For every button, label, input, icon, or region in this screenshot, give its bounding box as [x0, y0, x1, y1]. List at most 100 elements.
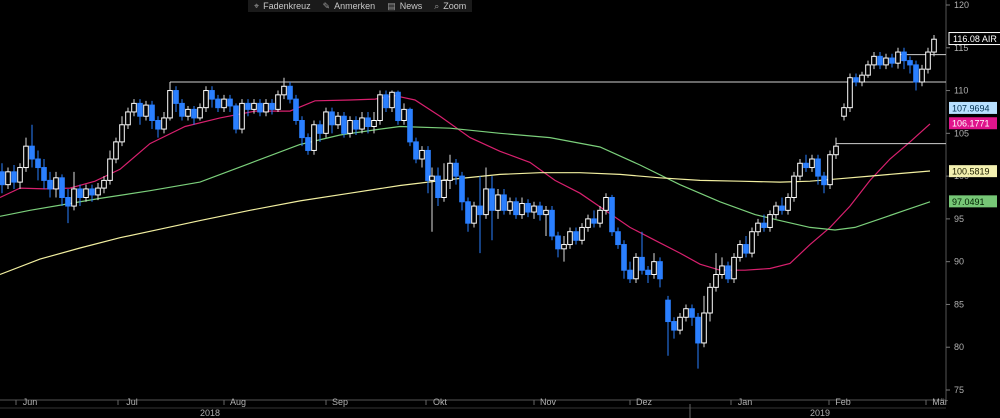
candle-body [489, 188, 495, 211]
candle-body [859, 74, 865, 83]
last-price-label-box [948, 32, 1000, 46]
candle-body [459, 175, 465, 203]
axes-layer: 7580859095100105110115120JunJulAugSepOkt… [0, 0, 969, 418]
candle-body [707, 286, 713, 314]
candle-body [429, 175, 435, 181]
candle-body [525, 202, 531, 213]
candle-body [853, 77, 859, 83]
candle-body [311, 124, 317, 151]
candle-body [471, 205, 477, 224]
candle-body [713, 274, 719, 288]
candle-body [531, 205, 537, 213]
resistance-lines-layer [169, 54, 946, 158]
candle-body [35, 158, 41, 169]
candle-body [543, 209, 549, 216]
candle-body [847, 77, 853, 109]
price-label-box [949, 165, 997, 178]
toolbar-zoom-label: Zoom [443, 1, 467, 11]
candle-body [113, 141, 119, 160]
price-labels-layer: 116.08 AIR 107.9694 106.1771 100.5819 97.049… [948, 32, 1000, 208]
candle-body [803, 162, 809, 169]
toolbar-crosshair[interactable]: ⌖ Fadenkreuz [248, 0, 317, 12]
candle-body [561, 244, 567, 250]
candle-body [353, 120, 359, 130]
moving-average-line [0, 170, 931, 276]
candle-body [5, 171, 11, 186]
candle-body [621, 244, 627, 271]
candle-body [815, 158, 821, 177]
candle-body [131, 102, 137, 113]
candle-body [17, 167, 23, 183]
candle-body [719, 265, 725, 276]
last-price-label: 116.08 AIR [953, 34, 997, 44]
x-year-label: 2018 [200, 408, 220, 418]
candle-body [477, 205, 483, 216]
candle-body [579, 226, 585, 241]
candle-body [585, 218, 591, 228]
candle-body [203, 90, 209, 109]
candle-body [179, 102, 185, 117]
moving-average-line [0, 125, 931, 231]
candle-body [883, 57, 889, 66]
candle-body [155, 120, 161, 130]
candle-body [591, 218, 597, 224]
candle-body [215, 98, 221, 109]
candle-body [167, 90, 173, 119]
candle-body [737, 244, 743, 258]
y-tick-label: 110 [954, 86, 968, 96]
candle-body [209, 90, 215, 100]
candle-body [413, 141, 419, 160]
candle-body [791, 175, 797, 199]
candle-body [425, 149, 431, 181]
candle-body [137, 102, 143, 117]
candle-body [597, 209, 603, 224]
y-tick-label: 115 [954, 43, 968, 53]
candle-body [281, 85, 287, 96]
candle-body [651, 261, 657, 275]
y-tick-label: 95 [954, 214, 964, 224]
toolbar-annotate-label: Anmerken [334, 1, 376, 11]
x-year-label: 2019 [810, 408, 830, 418]
candle-body [435, 175, 441, 199]
candle-body [323, 111, 329, 134]
x-tick-label: Feb [835, 397, 851, 407]
toolbar-zoom[interactable]: ⌕ Zoom [428, 0, 472, 12]
candle-body [239, 102, 245, 130]
candle-body [143, 104, 149, 117]
price-label: 106.1771 [952, 119, 990, 129]
candle-body [275, 94, 281, 110]
candle-body [821, 175, 827, 186]
chart-toolbar: ⌖ Fadenkreuz ✎ Anmerken ▤ News ⌕ Zoom [248, 0, 473, 12]
zoom-icon: ⌕ [434, 0, 440, 11]
candle-body [465, 201, 471, 224]
toolbar-annotate[interactable]: ✎ Anmerken [317, 0, 382, 12]
candle-body [269, 102, 275, 110]
candle-body [901, 51, 907, 62]
candle-body [125, 111, 131, 126]
candle-body [773, 205, 779, 216]
candle-body [23, 145, 29, 169]
candle-body [95, 187, 101, 196]
y-tick-label: 85 [954, 299, 964, 309]
toolbar-news[interactable]: ▤ News [381, 0, 428, 12]
candle-body [665, 299, 671, 323]
candle-body [401, 108, 407, 121]
candle-body [827, 154, 833, 186]
candle-body [197, 107, 203, 119]
y-tick-label: 120 [954, 0, 969, 10]
candle-body [65, 197, 71, 207]
candle-body [71, 188, 77, 207]
candle-body [0, 171, 5, 186]
candle-body [797, 162, 803, 177]
candle-body [701, 312, 707, 344]
x-tick-label: Sep [332, 397, 348, 407]
candle-body [779, 205, 785, 211]
candle-body [53, 177, 59, 190]
pen-icon: ✎ [322, 0, 331, 11]
candle-body [83, 188, 89, 198]
candle-body [11, 171, 17, 183]
candle-body [293, 98, 299, 122]
candle-body [101, 179, 107, 189]
candle-body [245, 102, 251, 110]
candle-body [755, 222, 761, 233]
